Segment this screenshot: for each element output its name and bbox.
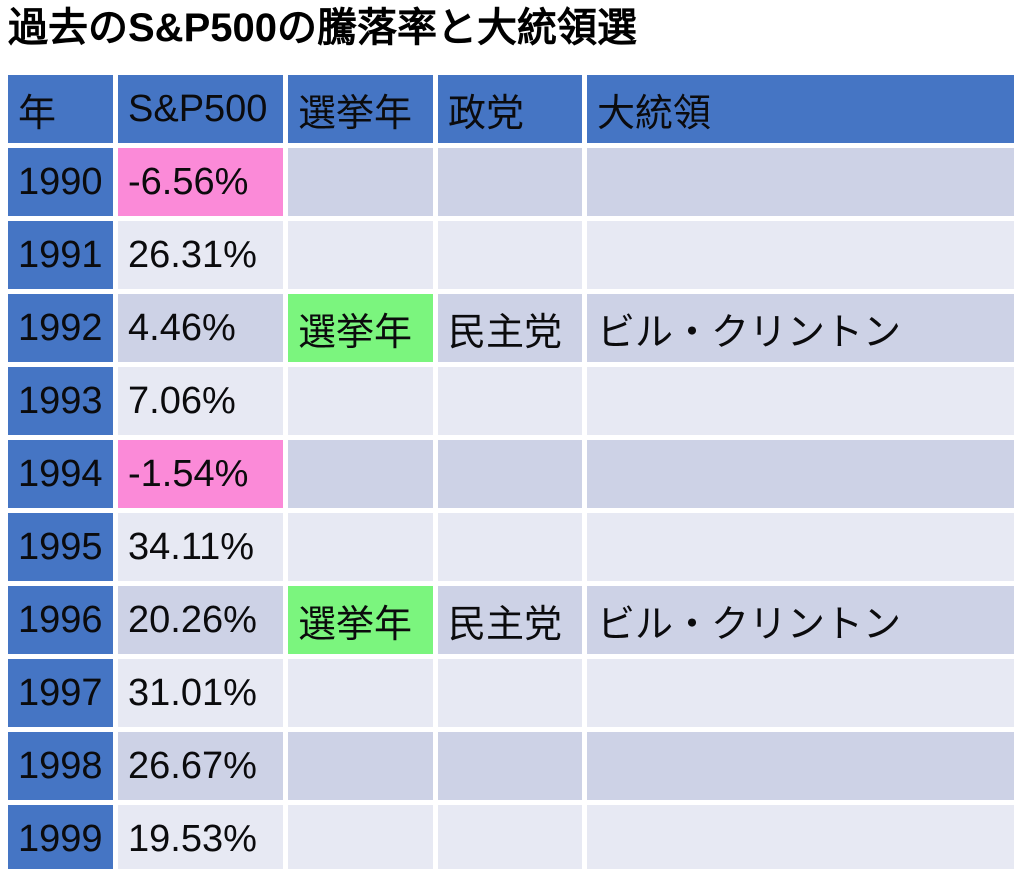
cell-election: 選挙年	[288, 586, 433, 654]
column-header-sp500: S&P500	[118, 75, 283, 143]
cell-election	[288, 659, 433, 727]
cell-sp500: 31.01%	[118, 659, 283, 727]
cell-president	[587, 732, 1014, 800]
cell-party	[438, 732, 582, 800]
cell-election	[288, 221, 433, 289]
cell-sp500: 20.26%	[118, 586, 283, 654]
cell-sp500: 26.67%	[118, 732, 283, 800]
cell-sp500: 34.11%	[118, 513, 283, 581]
page-title: 過去のS&P500の騰落率と大統領選	[8, 6, 637, 50]
cell-sp500: -1.54%	[118, 440, 283, 508]
cell-president	[587, 659, 1014, 727]
cell-party	[438, 805, 582, 869]
column-header-president: 大統領	[587, 75, 1014, 143]
cell-year: 1994	[8, 440, 113, 508]
cell-sp500: -6.56%	[118, 148, 283, 216]
cell-year: 1993	[8, 367, 113, 435]
cell-president: ビル・クリントン	[587, 294, 1014, 362]
cell-year: 1992	[8, 294, 113, 362]
cell-year: 1991	[8, 221, 113, 289]
cell-party: 民主党	[438, 294, 582, 362]
cell-election	[288, 440, 433, 508]
column-header-party: 政党	[438, 75, 582, 143]
cell-sp500: 19.53%	[118, 805, 283, 869]
cell-year: 1996	[8, 586, 113, 654]
cell-year: 1997	[8, 659, 113, 727]
cell-president	[587, 367, 1014, 435]
cell-sp500: 7.06%	[118, 367, 283, 435]
cell-election: 選挙年	[288, 294, 433, 362]
cell-year: 1990	[8, 148, 113, 216]
cell-president	[587, 513, 1014, 581]
cell-year: 1995	[8, 513, 113, 581]
sp500-election-table: 年 S&P500 選挙年 政党 大統領 1990 -6.56% 1991 26.…	[8, 75, 1014, 869]
cell-election	[288, 148, 433, 216]
cell-party	[438, 367, 582, 435]
cell-president	[587, 221, 1014, 289]
cell-sp500: 4.46%	[118, 294, 283, 362]
cell-party	[438, 148, 582, 216]
cell-election	[288, 732, 433, 800]
cell-year: 1998	[8, 732, 113, 800]
cell-party	[438, 513, 582, 581]
cell-president: ビル・クリントン	[587, 586, 1014, 654]
cell-election	[288, 805, 433, 869]
cell-party	[438, 221, 582, 289]
cell-party: 民主党	[438, 586, 582, 654]
cell-president	[587, 148, 1014, 216]
cell-election	[288, 513, 433, 581]
column-header-election: 選挙年	[288, 75, 433, 143]
cell-president	[587, 440, 1014, 508]
cell-party	[438, 659, 582, 727]
cell-election	[288, 367, 433, 435]
cell-year: 1999	[8, 805, 113, 869]
cell-party	[438, 440, 582, 508]
cell-president	[587, 805, 1014, 869]
column-header-year: 年	[8, 75, 113, 143]
cell-sp500: 26.31%	[118, 221, 283, 289]
